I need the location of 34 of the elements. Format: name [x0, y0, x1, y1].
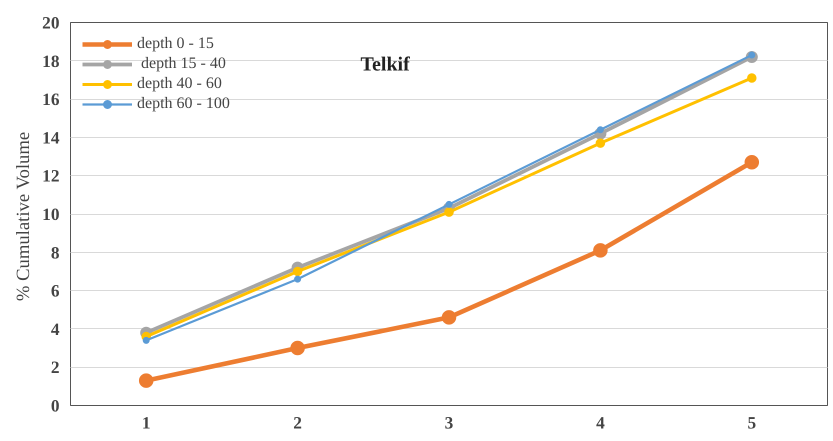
y-tick-label: 4 [50, 320, 60, 339]
x-tick-label: 1 [142, 414, 151, 432]
x-tick-label: 2 [293, 414, 302, 432]
point [744, 155, 760, 170]
legend-label: depth 40 - 60 [137, 75, 222, 93]
point [444, 207, 454, 217]
y-tick-label: 14 [42, 128, 60, 148]
point [596, 138, 606, 148]
point [593, 243, 608, 258]
point [290, 340, 305, 356]
x-tick-label: 4 [596, 414, 606, 432]
y-axis-title: % Cumulative Volume [13, 132, 34, 302]
y-tick-label: 12 [42, 166, 60, 186]
y-tick-label: 18 [42, 52, 60, 71]
y-tick-label: 10 [42, 205, 60, 224]
point [747, 73, 757, 83]
legend-label: depth 15 - 40 [140, 55, 226, 73]
y-tick-label: 20 [42, 14, 60, 32]
point [142, 336, 150, 344]
point [596, 126, 604, 134]
y-tick-label: 2 [50, 358, 60, 378]
point [138, 373, 154, 388]
y-tick-label: 16 [42, 90, 60, 110]
legend-label: depth 60 - 100 [137, 95, 230, 113]
legend-label: depth 0 - 15 [137, 35, 214, 53]
y-tick-label: 8 [50, 243, 60, 262]
point [292, 266, 302, 276]
annotation: Telkif [360, 54, 410, 76]
point [294, 276, 302, 283]
y-tick-label: 0 [50, 396, 60, 416]
y-tick-label: 6 [50, 282, 60, 301]
x-tick-label: 5 [747, 414, 756, 432]
x-tick-label: 3 [444, 414, 454, 432]
point [442, 310, 456, 325]
